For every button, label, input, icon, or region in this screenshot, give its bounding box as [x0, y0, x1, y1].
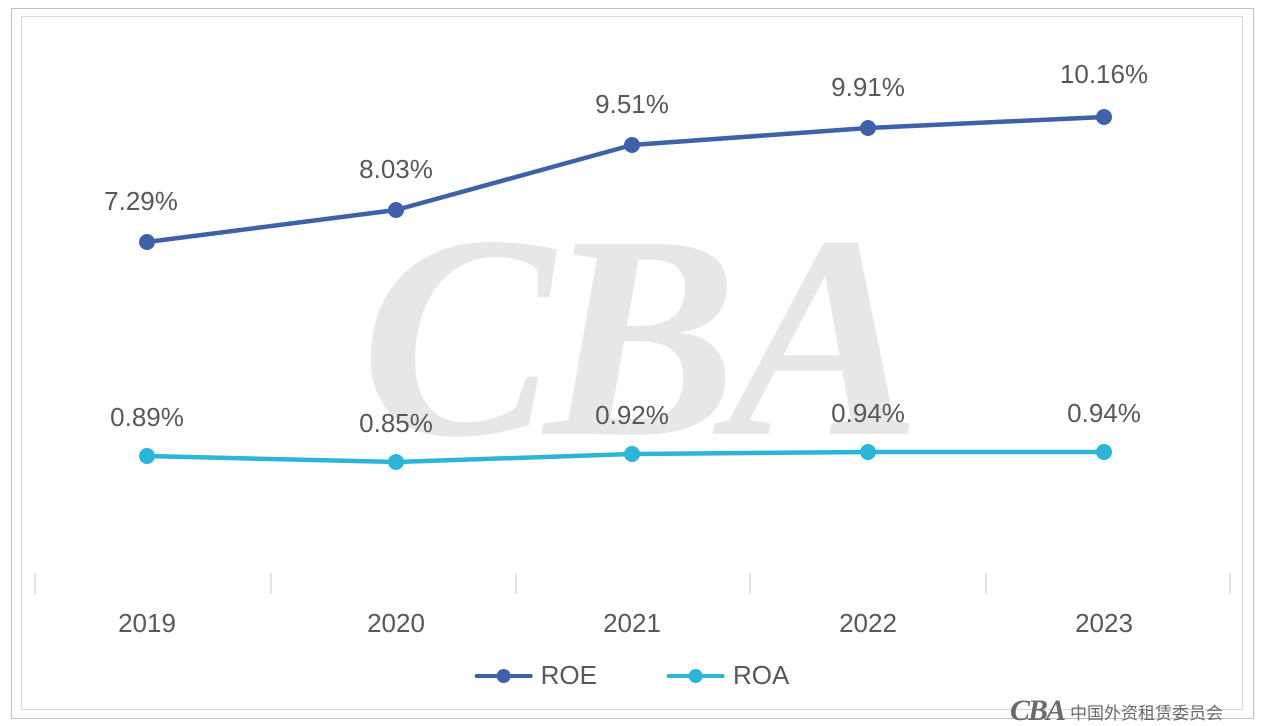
x-axis-label: 2022 — [839, 608, 897, 639]
legend-item-roe: ROE — [475, 660, 597, 691]
x-axis-label: 2020 — [367, 608, 425, 639]
data-label: 0.94% — [831, 398, 905, 429]
data-label: 10.16% — [1060, 59, 1148, 90]
legend: ROE ROA — [475, 660, 790, 691]
data-label: 8.03% — [359, 154, 433, 185]
footer-caption: 中国外资租赁委员会 — [1070, 699, 1223, 724]
data-label: 0.89% — [110, 402, 184, 433]
series-marker — [624, 446, 640, 462]
x-axis-label: 2019 — [118, 608, 176, 639]
x-axis-label: 2023 — [1075, 608, 1133, 639]
series-marker — [388, 202, 404, 218]
legend-dot-roa — [689, 669, 703, 683]
series-line-roe — [147, 117, 1104, 242]
footer-logo-text: CBA — [1010, 694, 1064, 726]
legend-item-roa: ROA — [667, 660, 789, 691]
series-marker — [860, 444, 876, 460]
legend-dot-roe — [497, 669, 511, 683]
x-axis-label: 2021 — [603, 608, 661, 639]
data-label: 0.94% — [1067, 398, 1141, 429]
legend-label-roe: ROE — [541, 660, 597, 691]
footer-attribution: CBA 中国外资租赁委员会 — [1010, 694, 1223, 726]
series-marker — [624, 137, 640, 153]
legend-swatch-roa — [667, 666, 725, 686]
series-marker — [1096, 109, 1112, 125]
series-marker — [860, 120, 876, 136]
data-label: 0.85% — [359, 408, 433, 439]
data-label: 0.92% — [595, 400, 669, 431]
data-label: 9.91% — [831, 72, 905, 103]
legend-swatch-roe — [475, 666, 533, 686]
data-label: 9.51% — [595, 89, 669, 120]
series-marker — [1096, 444, 1112, 460]
series-marker — [139, 234, 155, 250]
legend-label-roa: ROA — [733, 660, 789, 691]
series-marker — [139, 448, 155, 464]
series-marker — [388, 454, 404, 470]
data-label: 7.29% — [104, 186, 178, 217]
